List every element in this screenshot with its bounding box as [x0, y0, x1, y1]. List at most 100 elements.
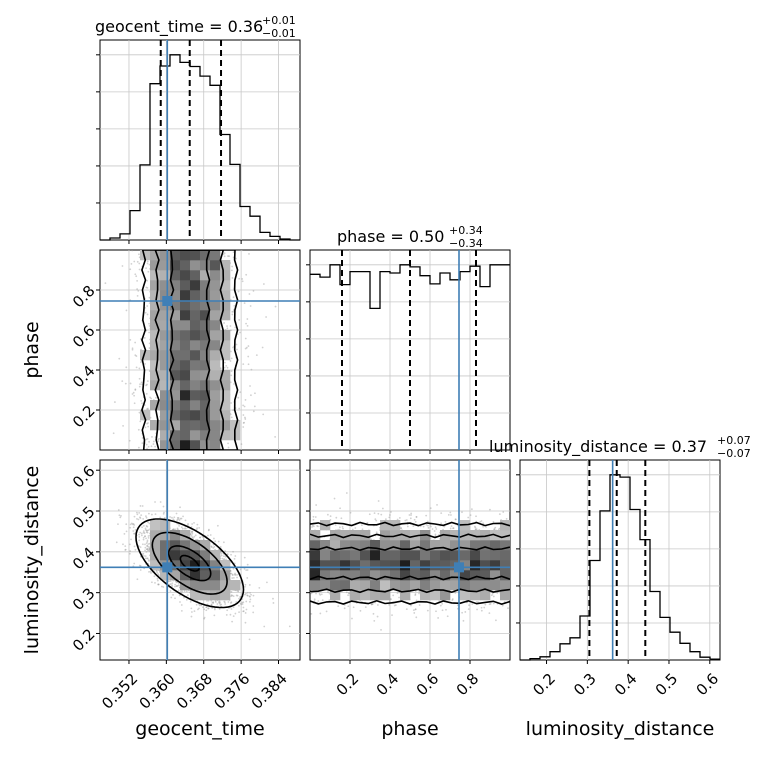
- sample-point: [183, 590, 186, 592]
- sample-point: [154, 513, 157, 515]
- sample-point: [151, 513, 153, 516]
- xlabel-geocent_time: geocent_time: [135, 718, 264, 740]
- sample-point: [243, 302, 246, 305]
- xlabel-phase: phase: [381, 718, 438, 740]
- sample-point: [238, 407, 241, 410]
- sample-point: [138, 411, 141, 414]
- sample-point: [130, 262, 133, 265]
- density-cell: [190, 290, 201, 301]
- sample-point: [222, 253, 225, 256]
- sample-point: [236, 594, 239, 597]
- density-cell: [160, 330, 171, 341]
- sample-point: [208, 528, 210, 531]
- sample-point: [113, 401, 116, 403]
- density-cell: [220, 400, 231, 411]
- density-cell: [150, 350, 161, 361]
- sample-point: [137, 518, 140, 521]
- sample-point: [229, 329, 232, 332]
- sample-point: [173, 516, 176, 519]
- density-cell: [180, 260, 191, 271]
- sample-point: [138, 367, 141, 370]
- sample-point: [140, 361, 142, 364]
- density-cell: [180, 390, 191, 401]
- density-cell: [170, 360, 181, 371]
- sample-point: [145, 542, 148, 545]
- sample-point: [135, 511, 138, 514]
- sample-point: [133, 394, 136, 397]
- sample-point: [131, 347, 134, 350]
- sample-point: [142, 517, 145, 520]
- density-cell: [210, 360, 221, 371]
- sample-point: [136, 578, 139, 581]
- sample-point: [206, 534, 209, 537]
- density-cell: [160, 440, 171, 450]
- sample-point: [242, 606, 245, 609]
- sample-point: [274, 305, 277, 308]
- density-cell: [180, 330, 191, 341]
- sample-point: [245, 592, 247, 595]
- sample-point: [288, 625, 291, 628]
- sample-point: [248, 584, 251, 586]
- sample-point: [104, 282, 107, 285]
- sample-point: [179, 591, 182, 593]
- sample-point: [144, 549, 146, 552]
- density-cell: [190, 310, 201, 321]
- sample-point: [120, 514, 122, 517]
- density-cell: [210, 370, 221, 381]
- density-cell: [220, 290, 231, 301]
- density-cell: [200, 310, 211, 321]
- sample-point: [146, 383, 148, 386]
- sample-point: [134, 273, 137, 276]
- density-cell: [210, 260, 221, 271]
- sample-point: [141, 526, 143, 529]
- sample-point: [262, 283, 265, 285]
- sample-point: [145, 531, 148, 534]
- sample-point: [136, 294, 139, 297]
- sample-point: [139, 338, 142, 340]
- sample-point: [230, 402, 232, 404]
- sample-point: [169, 583, 172, 585]
- density-cell: [200, 350, 211, 361]
- sample-point: [242, 414, 245, 416]
- density-cell: [150, 370, 161, 381]
- sample-point: [138, 268, 141, 271]
- sample-point: [138, 377, 141, 380]
- sample-point: [245, 600, 248, 603]
- sample-point: [234, 574, 237, 576]
- density-cell: [190, 370, 201, 381]
- sample-point: [238, 277, 241, 280]
- sample-point: [121, 265, 124, 267]
- sample-point: [214, 601, 217, 603]
- sample-point: [230, 595, 232, 598]
- sample-point: [193, 521, 195, 524]
- density-cell: [170, 380, 181, 391]
- sample-point: [205, 606, 208, 609]
- density-cell: [180, 370, 191, 381]
- sample-point: [141, 437, 144, 439]
- sample-point: [179, 517, 182, 520]
- sample-point: [249, 595, 251, 598]
- density-cell: [170, 390, 181, 401]
- sample-point: [210, 603, 213, 606]
- sample-point: [158, 437, 160, 440]
- sample-point: [147, 536, 150, 539]
- density-cell: [180, 430, 191, 441]
- sample-point: [145, 392, 148, 395]
- density-cell: [210, 400, 221, 411]
- sample-point: [141, 442, 144, 445]
- sample-point: [244, 585, 246, 588]
- sample-point: [156, 579, 159, 582]
- sample-point: [246, 324, 249, 327]
- sample-point: [224, 555, 227, 558]
- density-cell: [190, 380, 201, 391]
- density-cell: [200, 420, 211, 431]
- sample-point: [190, 531, 193, 533]
- sample-point: [123, 533, 126, 535]
- density-cell: [200, 280, 211, 291]
- sample-point: [249, 305, 252, 307]
- sample-point: [162, 586, 165, 588]
- sample-point: [246, 591, 249, 594]
- sample-point: [242, 426, 245, 428]
- sample-point: [244, 583, 247, 586]
- density-cell: [170, 310, 181, 321]
